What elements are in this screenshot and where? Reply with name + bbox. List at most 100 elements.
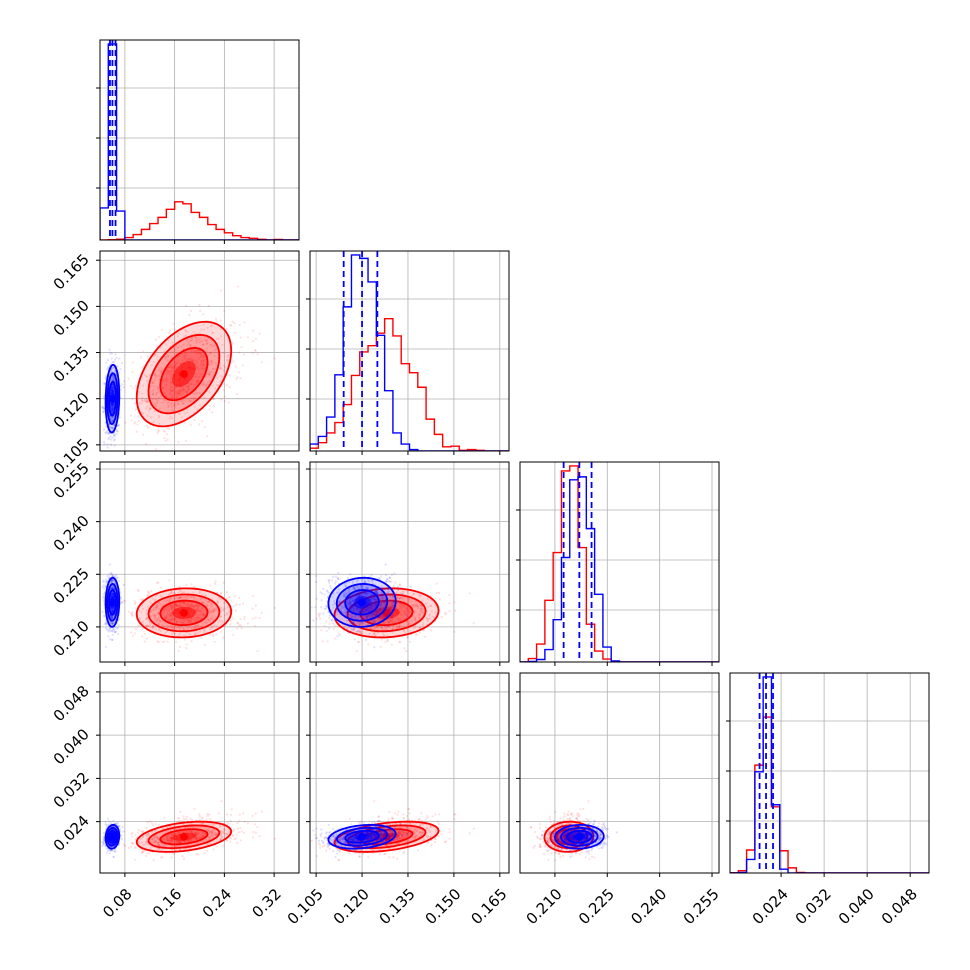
sample-point [171,386,174,389]
sample-point [365,592,368,596]
sample-point [165,380,168,383]
sample-point [111,586,114,589]
sample-point [353,638,356,641]
sample-point [338,600,341,603]
sample-point [202,614,205,617]
sample-point [337,578,340,581]
sample-point [175,400,178,404]
sample-point [159,346,162,350]
sample-point [199,352,202,355]
sample-point [373,598,376,602]
sample-point [102,593,105,596]
sample-point [110,622,114,625]
sample-point [151,382,154,385]
sample-point [228,386,231,389]
sample-point [173,632,177,635]
sample-point [150,384,153,387]
sample-point [185,643,188,646]
sample-point [428,617,432,620]
sample-point [353,621,356,625]
sample-point [196,381,199,384]
sample-point [348,613,352,616]
sample-point [145,624,148,627]
sample-point [112,378,116,382]
sample-point [187,603,190,606]
sample-point [417,616,421,619]
sample-point [196,606,199,610]
sample-point [390,619,393,622]
sample-point [111,375,114,378]
sample-point [111,621,114,625]
sample-point [398,626,401,629]
sample-point [373,620,376,623]
sample-point [151,624,154,627]
sample-point [405,649,408,653]
sample-point [112,407,115,410]
sample-point [202,613,205,617]
sample-point [236,621,239,624]
sample-point [104,432,107,435]
sample-point [166,640,169,643]
sample-point [222,608,225,611]
sample-point [385,580,389,583]
sample-point [365,616,368,619]
sample-point [174,602,177,605]
sample-point [391,631,394,634]
sample-point [346,601,349,604]
sample-point [411,594,414,597]
sample-point [254,604,257,607]
sample-point [360,594,363,597]
sample-point [111,378,114,381]
sample-point [157,429,160,432]
sample-point [219,615,222,618]
sample-point [215,337,219,340]
sample-point [151,393,155,396]
sample-point [187,631,190,634]
sample-point [337,601,340,605]
sample-point [168,329,172,332]
sample-point [142,412,145,415]
sample-point [111,622,114,625]
sample-point [210,344,213,347]
sample-point [412,592,415,596]
sample-point [396,585,400,588]
sample-point [208,584,212,587]
sample-point [354,594,357,597]
sample-point [145,397,148,401]
sample-point [153,599,156,603]
sample-point [391,604,394,607]
sample-point [204,366,207,369]
sample-point [154,338,158,341]
sample-point [352,629,355,632]
sample-point [177,391,180,394]
sample-point [105,425,108,428]
sample-point [397,597,400,601]
sample-point [347,588,350,591]
sample-point [194,350,197,353]
sample-point [185,647,188,650]
sample-point [372,621,375,624]
sample-point [173,387,177,390]
sample-point [238,351,241,354]
sample-point [131,370,134,373]
sample-point [211,411,214,414]
sample-point [407,622,410,625]
sample-point [179,604,182,607]
sample-point [337,577,340,580]
sample-point [108,638,112,641]
sample-point [404,611,407,614]
sample-point [111,578,115,582]
sample-point [199,309,202,312]
sample-point [200,353,203,356]
sample-point [180,416,183,419]
sample-point [407,597,410,600]
sample-point [141,635,144,638]
sample-point [201,355,204,358]
sample-point [110,573,114,576]
sample-point [390,580,393,583]
sample-point [111,407,114,411]
sample-point [115,428,118,431]
sample-point [200,340,203,343]
sample-point [108,573,111,576]
sample-point [385,579,388,583]
